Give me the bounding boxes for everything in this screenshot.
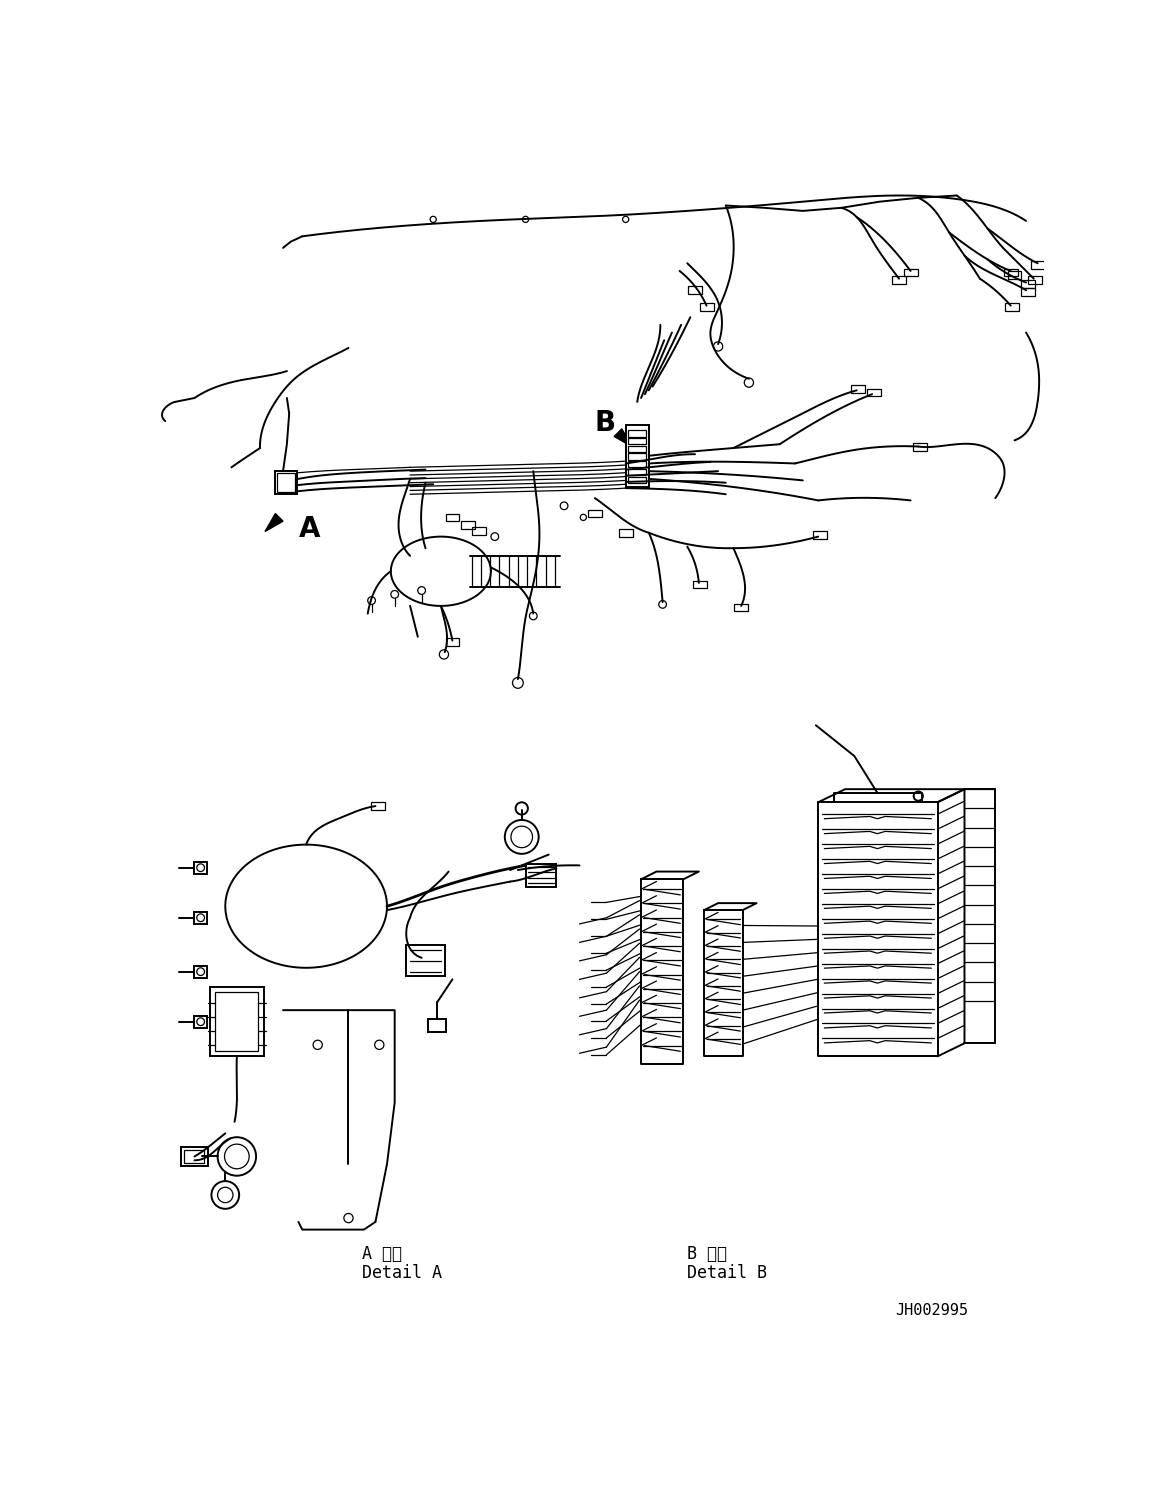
Bar [445,513,459,521]
Bar [277,473,295,493]
Bar [1007,271,1021,278]
Bar [1004,269,1018,277]
Bar [194,966,207,978]
Bar [693,580,707,588]
Polygon shape [265,513,283,531]
Bar [209,987,264,1056]
Bar [428,1019,447,1031]
Bar [813,531,827,539]
Text: JH002995: JH002995 [896,1303,968,1318]
Bar [688,286,702,295]
Bar [628,437,647,445]
Bar [1030,260,1044,269]
Bar [406,945,444,976]
Bar [1028,277,1042,284]
Text: A: A [299,515,320,543]
Bar [628,476,647,482]
Bar [1021,280,1035,287]
Bar [628,430,647,436]
Bar [626,426,649,487]
Bar [185,1150,205,1162]
Bar [1005,304,1019,311]
Bar [913,443,927,451]
Bar [461,521,475,528]
Bar [904,269,918,277]
Bar [371,802,385,809]
Bar [700,304,714,311]
Bar [180,1147,208,1165]
Bar [628,461,647,467]
Bar [526,865,556,887]
Bar [851,385,865,393]
Bar [276,472,297,494]
Bar [628,469,647,475]
Bar [892,277,906,284]
Text: Detail B: Detail B [687,1265,768,1283]
Bar [445,638,459,646]
Bar [734,604,748,612]
Bar [628,454,647,460]
Bar [194,862,207,873]
Polygon shape [614,429,633,446]
Bar [588,510,601,518]
Bar [628,446,647,452]
Text: B: B [595,409,616,437]
Bar [215,992,258,1051]
Bar [619,528,633,537]
Bar [194,1015,207,1028]
Bar [472,527,486,536]
Bar [1021,287,1035,296]
Bar [194,912,207,924]
Bar [866,388,880,396]
Text: Detail A: Detail A [363,1265,442,1283]
Text: A 詳細: A 詳細 [363,1245,402,1263]
Text: B 詳細: B 詳細 [687,1245,727,1263]
